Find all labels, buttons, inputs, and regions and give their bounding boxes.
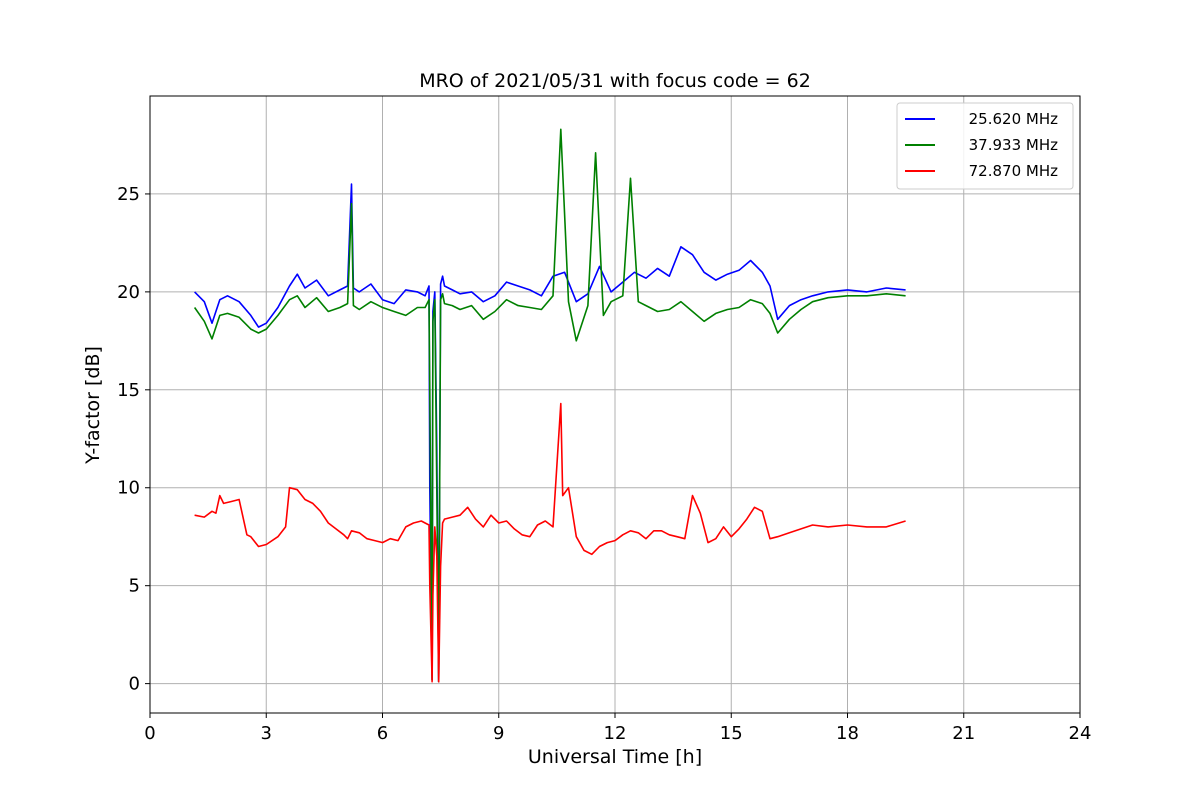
grid (149, 96, 1081, 713)
y-tick-label: 25 (117, 184, 140, 205)
y-tick-label: 20 (117, 282, 140, 303)
y-tick-label: 5 (129, 576, 140, 597)
y-axis-label: Y-factor [dB] (82, 346, 104, 465)
legend-box (896, 102, 1074, 190)
x-tick-label: 6 (377, 723, 388, 744)
x-tick-label: 18 (836, 723, 859, 744)
y-tick-label: 10 (117, 478, 140, 499)
legend-label: 25.620 MHz (969, 110, 1058, 128)
series-line-25-620-mhz (194, 183, 906, 683)
x-tick-label: 15 (720, 723, 743, 744)
x-tick-label: 21 (952, 723, 975, 744)
y-tick-label: 15 (117, 380, 140, 401)
x-axis-label: Universal Time [h] (528, 746, 702, 768)
legend-label: 37.933 MHz (969, 136, 1058, 154)
y-axis: 0 5 10 15 20 25 (117, 184, 150, 695)
series-line-37-933-mhz (193, 128, 906, 683)
legend-label: 72.870 MHz (969, 162, 1058, 180)
x-tick-label: 9 (493, 723, 504, 744)
x-tick-label: 0 (144, 723, 155, 744)
y-tick-label: 0 (129, 674, 140, 695)
x-tick-label: 24 (1069, 723, 1092, 744)
series-line-72-870-mhz (194, 402, 906, 683)
plot-area (193, 128, 906, 683)
x-tick-label: 12 (604, 723, 627, 744)
legend: 25.620 MHz 37.933 MHz 72.870 MHz (896, 102, 1074, 190)
x-axis: 0 3 6 9 12 15 18 21 24 (144, 713, 1091, 744)
x-tick-label: 3 (261, 723, 272, 744)
chart-title: MRO of 2021/05/31 with focus code = 62 (419, 70, 811, 92)
